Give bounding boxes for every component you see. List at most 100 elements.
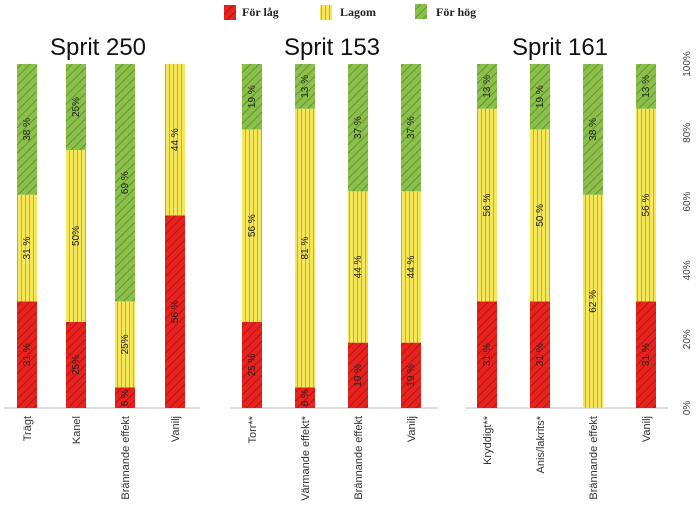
- value-label-mid-p1-c3: 25%: [120, 334, 131, 354]
- bar-segment-high-p2-c3: [348, 64, 368, 192]
- value-label-high-p1-c3: 69 %: [120, 171, 131, 194]
- category-label-p3-c3: Brännande effekt: [588, 416, 600, 500]
- axis-tick-100: 100%: [682, 51, 693, 77]
- value-label-high-p3-c1: 13 %: [482, 75, 493, 98]
- legend-label-high: För hög: [436, 5, 476, 19]
- value-label-mid-p3-c1: 56 %: [482, 194, 493, 217]
- category-label-p1-c3: Brännande effekt: [120, 416, 132, 500]
- bar-segment-low-p1-c3: [115, 387, 135, 408]
- value-label-high-p2-c1: 19 %: [247, 85, 258, 108]
- bar-segment-low-p1-c4: [165, 215, 185, 408]
- value-label-mid-p3-c2: 50 %: [535, 204, 546, 227]
- value-label-low-p1-c4: 56 %: [170, 300, 181, 323]
- value-label-low-p2-c2: 6 %: [300, 389, 311, 406]
- category-label-p2-c1: Torr**: [247, 415, 259, 443]
- legend-label-mid: Lagom: [340, 5, 376, 19]
- panel-title-3: Sprit 161: [512, 34, 608, 61]
- value-label-low-p1-c3: 6 %: [120, 389, 131, 406]
- bar-segment-low-p3-c2: [530, 301, 550, 408]
- value-label-mid-p2-c1: 56 %: [247, 214, 258, 237]
- value-label-high-p2-c2: 13 %: [300, 75, 311, 98]
- value-label-high-p2-c3: 37 %: [353, 116, 364, 139]
- value-label-low-p2-c4: 19 %: [406, 364, 417, 387]
- panel-title-1: Sprit 250: [50, 34, 146, 61]
- category-label-p3-c1: Kryddigt**: [482, 415, 494, 465]
- bar-segment-high-p1-c3: [115, 64, 135, 302]
- legend-item-high: För hög: [415, 4, 476, 19]
- bar-segment-mid-p2-c1: [242, 129, 262, 322]
- value-label-high-p3-c2: 19 %: [535, 85, 546, 108]
- value-label-mid-p1-c2: 50%: [71, 226, 82, 246]
- bar-segment-high-p1-c1: [17, 64, 37, 195]
- value-label-low-p1-c2: 25%: [71, 355, 82, 375]
- axis-tick-40: 40%: [682, 260, 693, 280]
- bar-segment-low-p3-c4: [636, 301, 656, 408]
- value-label-mid-p2-c4: 44 %: [406, 255, 417, 278]
- bar-segment-mid-p3-c2: [530, 129, 550, 302]
- bar-segment-high-p3-c3: [583, 64, 603, 195]
- bars-layer: [17, 64, 656, 408]
- bar-segment-high-p2-c1: [242, 64, 262, 130]
- axis-tick-20: 20%: [682, 329, 693, 349]
- value-label-high-p1-c1: 38 %: [22, 118, 33, 141]
- value-label-low-p3-c2: 31 %: [535, 343, 546, 366]
- value-label-low-p2-c3: 19 %: [353, 364, 364, 387]
- category-label-p2-c4: Vanilj: [406, 416, 418, 442]
- value-label-low-p1-c1: 31 %: [22, 343, 33, 366]
- category-label-p3-c4: Vanilj: [641, 416, 653, 442]
- bar-segment-mid-p1-c1: [17, 194, 37, 302]
- right-percent-axis: 0% 20% 40% 60% 80% 100%: [682, 51, 693, 415]
- bar-segment-mid-p1-c3: [115, 301, 135, 388]
- bar-segment-high-p3-c1: [477, 64, 497, 109]
- value-labels-layer: 31 % 31 % 38 % 25% 50% 25% 6 % 25% 69 % 56 % 44 % 2…: [22, 75, 652, 406]
- category-label-p1-c4: Vanilj: [170, 416, 182, 442]
- value-label-high-p1-c2: 25%: [71, 97, 82, 117]
- bar-segment-low-p2-c3: [348, 342, 368, 408]
- category-label-p1-c2: Kanel: [71, 416, 83, 444]
- value-label-mid-p3-c3: 62 %: [588, 290, 599, 313]
- bar-segment-high-p3-c2: [530, 64, 550, 130]
- bar-segment-mid-p1-c2: [66, 150, 86, 322]
- bar-segment-low-p2-c4: [401, 342, 421, 408]
- bar-segment-mid-p2-c4: [401, 191, 421, 343]
- value-label-mid-p1-c1: 31 %: [22, 237, 33, 260]
- value-label-low-p3-c1: 31 %: [482, 343, 493, 366]
- bar-segment-low-p1-c1: [17, 301, 37, 408]
- bar-segment-high-p1-c2: [66, 64, 86, 150]
- axis-tick-60: 60%: [682, 191, 693, 211]
- legend-item-low: För låg: [224, 5, 279, 20]
- panel-title-2: Sprit 153: [284, 34, 380, 61]
- legend-swatch-low: [224, 5, 236, 20]
- category-label-p1-c1: Trägt: [22, 416, 34, 441]
- bar-segment-mid-p1-c4: [165, 64, 185, 216]
- category-label-p2-c3: Brännande effekt: [353, 416, 365, 500]
- value-label-high-p2-c4: 37 %: [406, 116, 417, 139]
- bar-segment-mid-p3-c1: [477, 108, 497, 302]
- value-label-mid-p2-c2: 81 %: [300, 237, 311, 260]
- value-label-low-p2-c1: 25 %: [247, 353, 258, 376]
- value-label-low-p3-c4: 31 %: [641, 343, 652, 366]
- value-label-mid-p1-c4: 44 %: [170, 128, 181, 151]
- value-label-high-p3-c3: 38 %: [588, 118, 599, 141]
- value-label-mid-p2-c3: 44 %: [353, 255, 364, 278]
- legend-swatch-mid: [320, 5, 332, 20]
- category-label-p3-c2: Anis/lakrits*: [535, 415, 547, 473]
- axis-tick-0: 0%: [682, 401, 693, 416]
- bar-segment-low-p3-c1: [477, 301, 497, 408]
- bar-segment-low-p2-c2: [295, 387, 315, 408]
- bar-segment-high-p2-c2: [295, 64, 315, 109]
- bar-segment-mid-p3-c4: [636, 108, 656, 302]
- bar-segment-low-p2-c1: [242, 322, 262, 408]
- legend-swatch-high: [415, 4, 427, 19]
- category-label-p2-c2: Värmande effekt*: [300, 415, 312, 501]
- bar-segment-mid-p3-c3: [583, 194, 603, 408]
- legend: För låg Lagom För hög: [224, 4, 476, 20]
- legend-label-low: För låg: [242, 5, 279, 19]
- value-label-mid-p3-c4: 56 %: [641, 194, 652, 217]
- axis-tick-80: 80%: [682, 123, 693, 143]
- legend-item-mid: Lagom: [320, 5, 376, 20]
- bar-segment-mid-p2-c2: [295, 108, 315, 388]
- bar-segment-high-p2-c4: [401, 64, 421, 192]
